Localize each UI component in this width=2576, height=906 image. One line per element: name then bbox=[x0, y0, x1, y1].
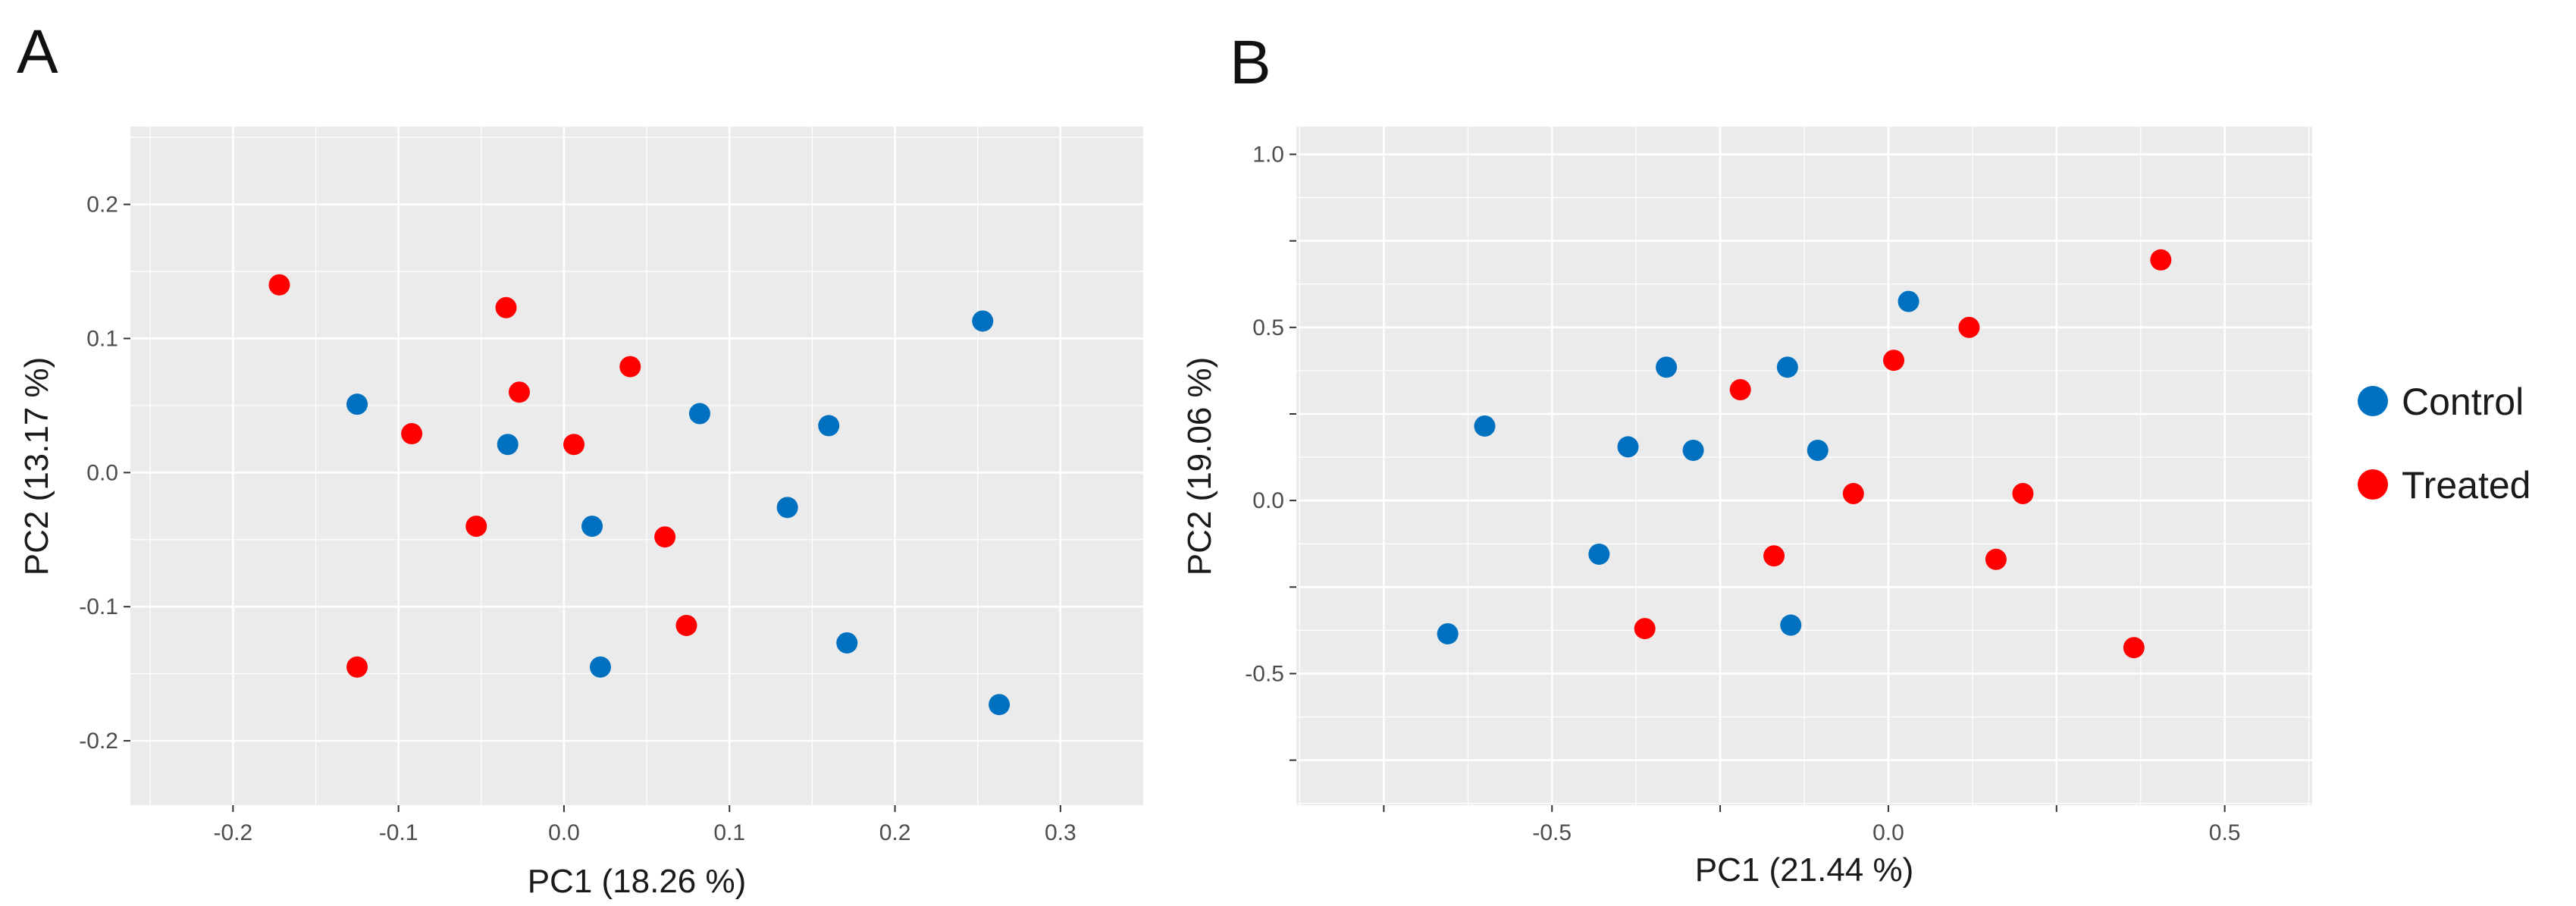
control-point bbox=[1588, 543, 1610, 565]
legend-control-swatch bbox=[2358, 386, 2388, 416]
treated-point bbox=[1729, 379, 1751, 401]
legend-treated-label: Treated bbox=[2402, 464, 2531, 506]
control-point bbox=[497, 434, 519, 456]
y-tick-label: 1.0 bbox=[1252, 143, 1284, 168]
treated-point bbox=[1842, 483, 1864, 505]
panel-a-label: A bbox=[17, 17, 58, 86]
panel-b-points bbox=[1437, 249, 2172, 659]
panel-a-y-axis-title: PC2 (13.17 %) bbox=[18, 357, 55, 576]
treated-point bbox=[2123, 637, 2145, 659]
panel-b: B -0.5 0.0 0.5-0.50.00.51.0 PC1 (21.44 %) … bbox=[1181, 28, 2312, 889]
x-tick-label: 0.1 bbox=[713, 820, 745, 845]
control-point bbox=[818, 415, 840, 437]
control-point bbox=[1807, 439, 1829, 461]
treated-point bbox=[675, 614, 697, 636]
treated-point bbox=[509, 381, 531, 403]
panel-a-plot-area bbox=[130, 127, 1143, 805]
y-tick-label: 0.2 bbox=[86, 193, 118, 218]
control-point bbox=[836, 632, 858, 654]
treated-point bbox=[401, 423, 423, 445]
panel-b-label: B bbox=[1230, 28, 1271, 97]
control-point bbox=[776, 497, 798, 519]
control-point bbox=[1776, 356, 1798, 378]
treated-point bbox=[563, 434, 585, 456]
x-tick-label: 0.3 bbox=[1045, 820, 1076, 845]
control-point bbox=[1898, 290, 1919, 312]
treated-point bbox=[2150, 249, 2172, 271]
x-tick-label: 0.2 bbox=[879, 820, 911, 845]
panel-b-x-axis-title: PC1 (21.44 %) bbox=[1695, 851, 1914, 889]
treated-point bbox=[465, 516, 487, 538]
treated-point bbox=[1985, 548, 2007, 570]
panel-a-points bbox=[268, 274, 1011, 716]
panel-a-ticks: -0.2 -0.1 0.0 0.1 0.2 0.3 -0.2 -0.1 0.0 0.1 0.2 bbox=[79, 193, 1076, 845]
x-tick-label: -0.5 bbox=[1532, 820, 1572, 845]
treated-point bbox=[346, 656, 368, 678]
x-tick-label: -0.2 bbox=[213, 820, 252, 845]
y-tick-label: 0.0 bbox=[1252, 488, 1284, 513]
control-point bbox=[1474, 415, 1496, 437]
panel-a: A -0.2 -0.1 0.0 0.1 0.2 0.3-0.2-0.10.00.10.2 … bbox=[17, 17, 1143, 900]
control-point bbox=[589, 656, 611, 678]
panel-a-x-axis-title: PC1 (18.26 %) bbox=[528, 863, 747, 900]
y-tick-label: 0.1 bbox=[86, 326, 118, 351]
x-tick-label: 0.0 bbox=[1872, 820, 1904, 845]
treated-point bbox=[495, 296, 517, 318]
control-point bbox=[1437, 622, 1459, 644]
treated-point bbox=[1958, 316, 1980, 338]
panel-b-gridlines bbox=[1296, 127, 2312, 805]
x-tick-label: 0.0 bbox=[548, 820, 580, 845]
control-point bbox=[1780, 614, 1802, 636]
treated-point bbox=[268, 274, 290, 296]
y-tick-label: 0.5 bbox=[1252, 315, 1284, 340]
control-point bbox=[346, 393, 368, 415]
treated-point bbox=[1763, 545, 1785, 567]
y-tick-label: -0.5 bbox=[1245, 661, 1284, 686]
legend-treated-swatch bbox=[2358, 469, 2388, 500]
control-point bbox=[688, 403, 710, 425]
y-tick-label: 0.0 bbox=[86, 460, 118, 485]
control-point bbox=[1617, 436, 1639, 458]
y-tick-label: -0.2 bbox=[79, 729, 118, 754]
panel-a-gridlines bbox=[130, 127, 1143, 805]
control-point bbox=[581, 516, 603, 538]
x-tick-label: 0.5 bbox=[2209, 820, 2241, 845]
y-tick-label: -0.1 bbox=[79, 594, 118, 619]
panel-b-y-axis-title: PC2 (19.06 %) bbox=[1181, 357, 1218, 576]
panel-b-ticks: -0.5 0.0 0.5 -0.5 0.0 0.5 1.0 bbox=[1245, 143, 2240, 845]
x-tick-label: -0.1 bbox=[379, 820, 418, 845]
legend-control-label: Control bbox=[2402, 381, 2524, 423]
control-point bbox=[972, 310, 994, 332]
legend: Control Treated bbox=[2358, 381, 2531, 506]
control-point bbox=[989, 694, 1011, 716]
treated-point bbox=[619, 356, 641, 378]
treated-point bbox=[654, 526, 676, 548]
treated-point bbox=[2012, 483, 2034, 505]
control-point bbox=[1682, 439, 1704, 461]
control-point bbox=[1656, 356, 1678, 378]
treated-point bbox=[1634, 618, 1656, 640]
treated-point bbox=[1883, 350, 1905, 371]
